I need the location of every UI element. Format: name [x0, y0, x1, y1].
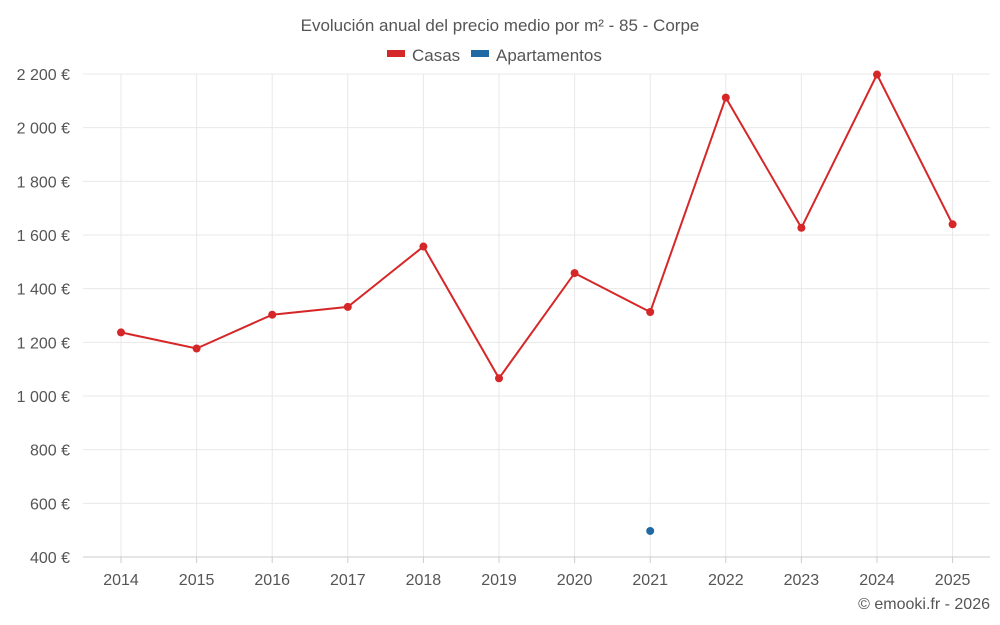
data-point-casas[interactable] [343, 302, 352, 311]
data-point-casas[interactable] [495, 374, 503, 383]
series-apartamentos [646, 526, 655, 535]
data-point-casas[interactable] [570, 269, 579, 278]
y-tick-label: 1 200 € [17, 335, 70, 352]
legend-item-casas[interactable]: Casas [387, 46, 460, 65]
x-tick-label: 2015 [179, 572, 215, 589]
x-tick-label: 2024 [859, 572, 895, 589]
grid [83, 73, 990, 563]
legend-swatch-apartamentos [471, 50, 489, 57]
data-point-casas[interactable] [721, 93, 730, 102]
legend-item-apartamentos[interactable]: Apartamentos [471, 46, 602, 65]
y-tick-label: 1 400 € [17, 282, 70, 299]
data-point-casas[interactable] [117, 328, 125, 337]
y-tick-label: 2 200 € [17, 67, 70, 84]
y-tick-label: 1 600 € [17, 228, 70, 245]
x-tick-label: 2020 [557, 572, 593, 589]
x-tick-label: 2025 [935, 572, 971, 589]
data-point-casas[interactable] [419, 242, 428, 251]
y-tick-label: 600 € [30, 496, 70, 513]
y-tick-label: 1 800 € [17, 174, 70, 191]
x-tick-label: 2016 [254, 572, 290, 589]
y-tick-label: 1 000 € [17, 389, 70, 406]
x-tick-label: 2019 [481, 572, 517, 589]
series-casas [117, 70, 957, 383]
credit-text: © emooki.fr - 2026 [858, 596, 990, 613]
legend: Casas Apartamentos [387, 46, 602, 65]
x-tick-label: 2021 [632, 572, 668, 589]
y-tick-label: 800 € [30, 443, 70, 460]
x-tick-label: 2014 [103, 572, 139, 589]
x-tick-label: 2017 [330, 572, 366, 589]
y-tick-label: 400 € [30, 550, 70, 567]
x-tick-label: 2023 [784, 572, 820, 589]
x-tick-label: 2018 [406, 572, 442, 589]
data-point-casas[interactable] [948, 220, 957, 229]
chart-title: Evolución anual del precio medio por m² … [301, 16, 700, 35]
x-axis-labels: 2014 2015 2016 2017 2018 2019 2020 2021 2022 2023… [103, 572, 970, 589]
legend-label-apartamentos: Apartamentos [496, 46, 602, 65]
y-tick-label: 2 000 € [17, 121, 70, 138]
y-axis-labels: 400 € 600 € 800 € 1 000 € 1 200 € 1 400 € 1 60… [17, 67, 70, 567]
legend-label-casas: Casas [412, 46, 460, 65]
x-tick-label: 2022 [708, 572, 744, 589]
data-point-casas[interactable] [192, 344, 201, 353]
series [117, 70, 957, 535]
series-line-casas [120, 72, 954, 381]
legend-swatch-casas [387, 50, 405, 57]
data-point-casas[interactable] [873, 70, 881, 79]
data-point-casas[interactable] [268, 310, 277, 319]
data-point-apartamentos[interactable] [646, 526, 655, 535]
data-point-casas[interactable] [797, 223, 806, 232]
data-point-casas[interactable] [646, 308, 655, 317]
